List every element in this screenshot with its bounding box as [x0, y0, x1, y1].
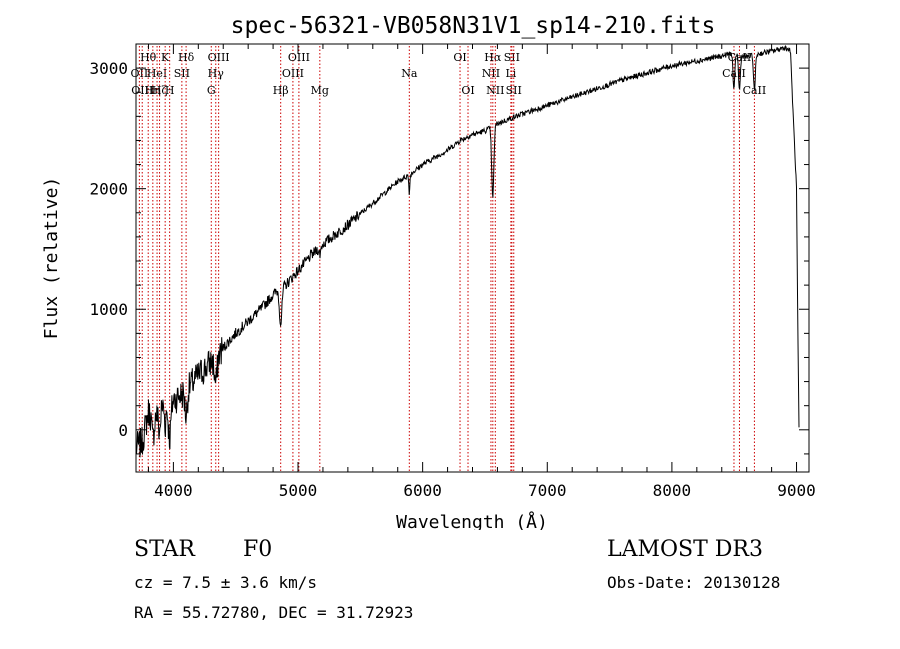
velocity-text: cz = 7.5 ± 3.6 km/s	[134, 573, 318, 592]
line-marker-label: OIII	[131, 84, 153, 97]
line-markers: OII OIII Hθ Hη HeI Hζ K H SII Hδ G Hγ OIII Hβ OIII OIII…	[131, 46, 767, 471]
line-marker-label: Li	[505, 67, 516, 80]
line-marker-label: G	[207, 84, 216, 97]
line-marker-label: NII	[482, 67, 500, 80]
line-marker-label: Hη	[145, 84, 161, 97]
line-marker-label: Na	[401, 67, 418, 80]
line-marker-label: CaII	[722, 67, 746, 80]
line-marker-label: OIII	[282, 67, 304, 80]
line-marker-label: Hγ	[208, 67, 225, 80]
axes: 4000 5000 6000 7000 8000 9000 0 1000 2000 3000	[89, 44, 816, 500]
y-tick-label: 0	[118, 421, 128, 440]
line-marker-label: Hζ	[152, 84, 168, 97]
x-tick-label: 5000	[279, 481, 318, 500]
x-tick-label: 8000	[653, 481, 692, 500]
obs-date: Obs-Date: 20130128	[607, 573, 781, 592]
line-marker-label: K	[161, 51, 170, 64]
line-marker-label: SII	[504, 51, 520, 64]
x-tick-label: 6000	[403, 481, 442, 500]
y-tick-label: 3000	[89, 59, 128, 78]
line-marker-label: NII	[486, 84, 504, 97]
line-marker-label: Mg	[311, 84, 329, 97]
spectrum-series	[135, 44, 800, 458]
y-axis-label: Flux (relative)	[41, 177, 62, 340]
line-marker-label: Hθ	[140, 51, 157, 64]
spectral-class: F0	[243, 537, 273, 562]
line-marker-label: OIII	[288, 51, 310, 64]
y-tick-label: 2000	[89, 180, 128, 199]
x-tick-label: 9000	[777, 481, 816, 500]
line-marker-label: CaII	[728, 51, 752, 64]
line-marker-label: Hβ	[273, 84, 289, 97]
survey-label: LAMOST DR3	[607, 537, 763, 562]
line-marker-label: SII	[174, 67, 190, 80]
line-marker-label: SII	[506, 84, 522, 97]
line-marker-label: OI	[461, 84, 474, 97]
chart-title: spec-56321-VB058N31V1_sp14-210.fits	[231, 13, 716, 39]
spectrum-line	[135, 44, 800, 458]
plot-frame	[135, 43, 810, 473]
object-type: STAR	[134, 537, 195, 562]
line-marker-label: H	[165, 84, 175, 97]
line-marker-label: Hδ	[178, 51, 195, 64]
y-tick-label: 1000	[89, 300, 128, 319]
line-marker-label: HeI	[147, 67, 167, 80]
line-marker-label: CaII	[743, 84, 767, 97]
line-marker-label: Hα	[484, 51, 502, 64]
coordinates-text: RA = 55.72780, DEC = 31.72923	[134, 603, 414, 622]
line-marker-label: OIII	[208, 51, 230, 64]
spectrum-chart: spec-56321-VB058N31V1_sp14-210.fits OIIO…	[41, 13, 816, 533]
line-marker-label: OI	[453, 51, 466, 64]
x-tick-label: 7000	[528, 481, 567, 500]
x-tick-label: 4000	[154, 481, 193, 500]
line-marker-label: OII	[131, 67, 149, 80]
x-axis-label: Wavelength (Å)	[396, 511, 548, 530]
